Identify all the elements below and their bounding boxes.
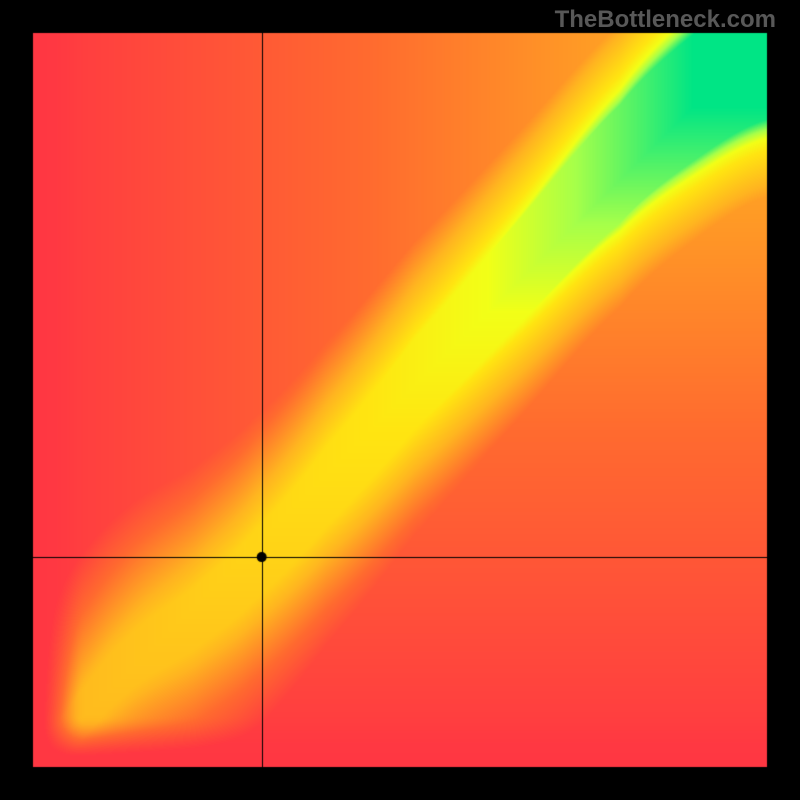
- chart-container: TheBottleneck.com: [0, 0, 800, 800]
- bottleneck-heatmap: [0, 0, 800, 800]
